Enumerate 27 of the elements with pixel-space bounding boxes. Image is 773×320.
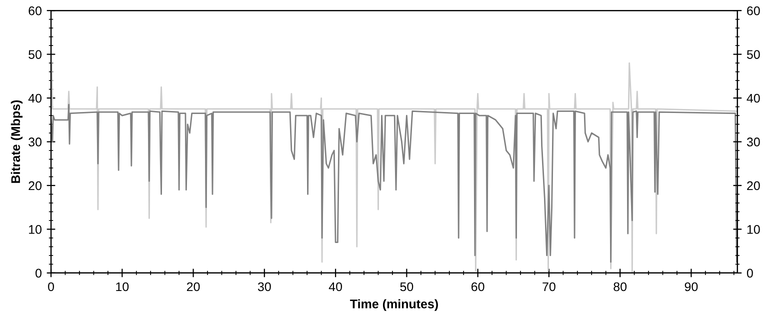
y2-tick-label: 50: [746, 50, 760, 59]
x-axis-title: Time (minutes): [350, 299, 438, 311]
x-tick-label: 30: [258, 282, 271, 292]
x-tick-label: 90: [684, 282, 698, 292]
y2-tick-label: 60: [747, 6, 760, 16]
x-tick-label: 50: [400, 282, 414, 292]
y-tick-label: 40: [28, 94, 42, 103]
y-tick-label: 0: [36, 268, 42, 278]
line-series: [51, 104, 738, 263]
y2-tick-label: 20: [747, 181, 760, 190]
x-tick-label: 0: [48, 282, 54, 292]
x-tick-label: 70: [542, 282, 556, 292]
x-tick-label: 10: [116, 282, 129, 292]
y-tick-label: 50: [28, 50, 42, 59]
y2-tick-label: 0: [746, 268, 753, 278]
x-tick-label: 80: [614, 282, 627, 292]
x-tick-label: 40: [328, 282, 342, 292]
y-tick-label: 20: [28, 181, 42, 190]
y-tick-label: 60: [28, 6, 42, 16]
y-tick-label: 10: [29, 225, 42, 234]
y2-tick-label: 30: [746, 138, 760, 146]
y2-tick-label: 10: [747, 225, 760, 234]
x-tick-label: 20: [186, 282, 200, 292]
x-tick-label: 60: [471, 282, 484, 292]
y2-tick-label: 40: [746, 94, 760, 103]
y-tick-label: 30: [28, 138, 42, 146]
y-axis-title: Bitrate (Mbps): [10, 100, 23, 183]
